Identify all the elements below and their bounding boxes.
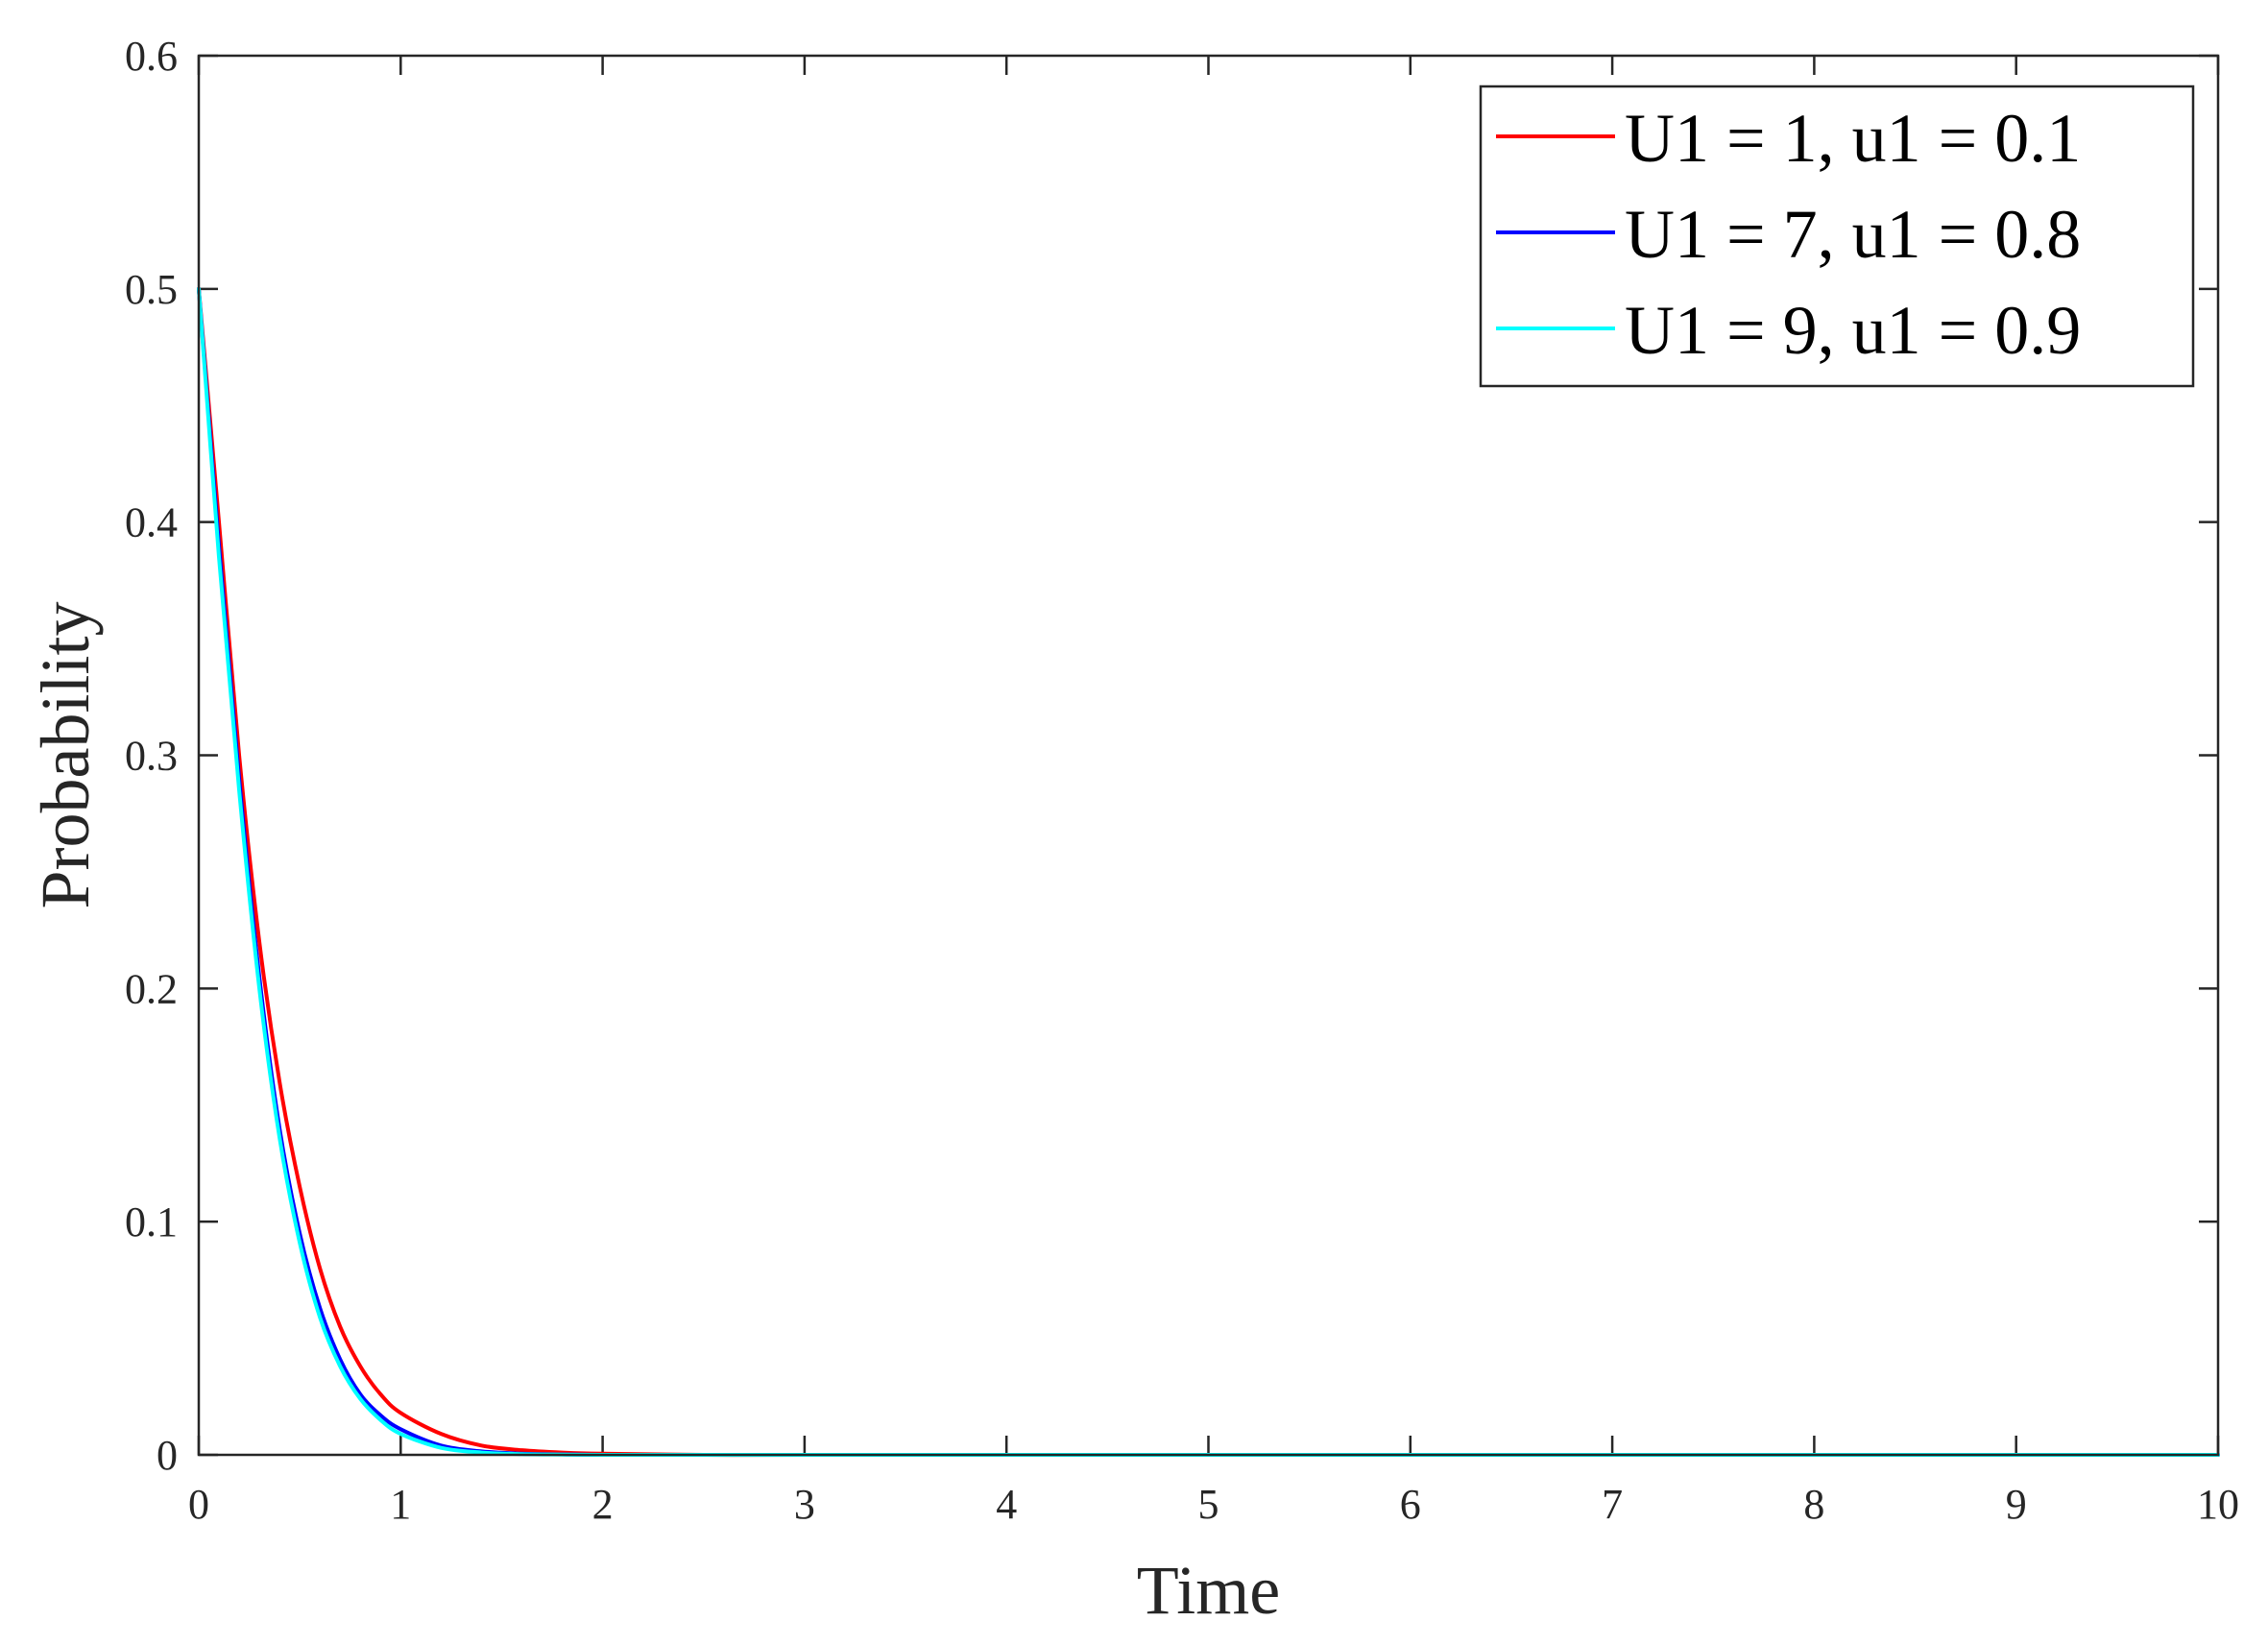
legend-label: U1 = 9, u1 = 0.9 xyxy=(1625,292,2081,369)
x-tick-label: 9 xyxy=(2006,1481,2027,1528)
y-tick-label: 0 xyxy=(157,1432,178,1479)
x-tick-label: 0 xyxy=(188,1481,209,1528)
x-tick-label: 1 xyxy=(390,1481,411,1528)
x-tick-label: 7 xyxy=(1602,1481,1623,1528)
x-tick-label: 10 xyxy=(2197,1481,2239,1528)
y-axis-ticks: 0 0.1 0.2 0.3 0.4 0.5 0.6 xyxy=(125,33,2218,1479)
axes-box xyxy=(197,54,2220,1457)
legend-label: U1 = 7, u1 = 0.8 xyxy=(1625,196,2081,273)
y-axis-title: Probability xyxy=(27,602,104,909)
y-tick-label: 0.4 xyxy=(125,499,178,546)
x-tick-label: 8 xyxy=(1803,1481,1824,1528)
y-tick-label: 0.1 xyxy=(125,1198,178,1246)
x-tick-label: 2 xyxy=(592,1481,614,1528)
x-tick-label: 5 xyxy=(1198,1481,1219,1528)
x-tick-label: 4 xyxy=(996,1481,1017,1528)
legend-label: U1 = 1, u1 = 0.1 xyxy=(1625,100,2081,177)
x-axis-title: Time xyxy=(1137,1552,1280,1629)
x-tick-label: 6 xyxy=(1400,1481,1421,1528)
y-tick-label: 0.5 xyxy=(125,266,178,313)
y-tick-label: 0.3 xyxy=(125,733,178,780)
y-tick-label: 0.6 xyxy=(125,33,178,80)
y-tick-label: 0.2 xyxy=(125,965,178,1012)
x-tick-label: 3 xyxy=(794,1481,815,1528)
legend: U1 = 1, u1 = 0.1 U1 = 7, u1 = 0.8 U1 = 9, … xyxy=(1479,85,2195,388)
